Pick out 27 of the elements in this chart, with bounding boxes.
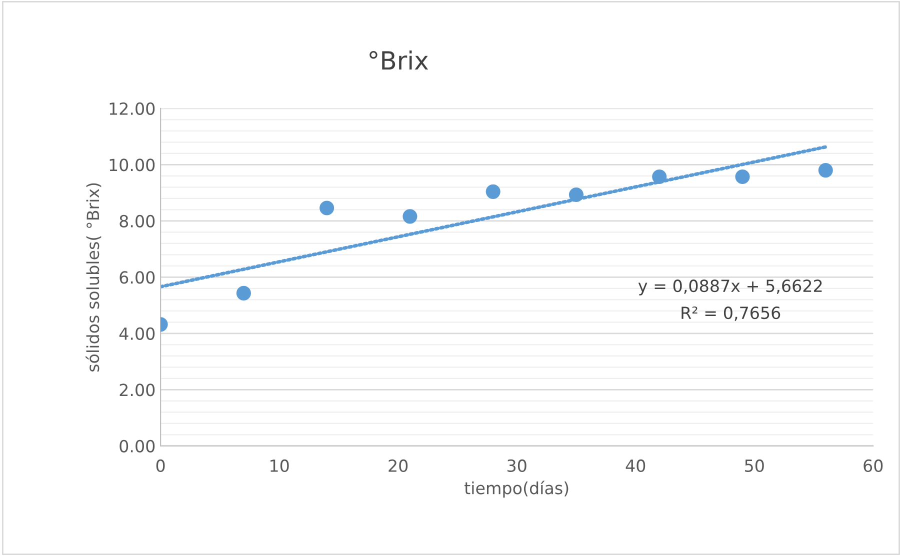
point [735,169,750,184]
point [486,184,500,199]
y-tick-label: 8.00 [120,214,155,228]
x-tick-label: 40 [626,459,646,472]
y-tick-label: 0.00 [120,440,155,452]
point [236,286,251,300]
y-tick-label: 2.00 [120,384,155,396]
x-axis-title: tiempo(días) [464,480,568,498]
y-axis-title: sólidos solubles( °Brix) [86,183,102,372]
x-tick-label: 30 [508,459,526,472]
annotation: y = 0,0887x + 5,6622 [638,280,822,296]
y-tick-label: 12.00 [110,102,155,115]
point [818,163,833,178]
point [402,209,418,224]
x-tick-label: 0 [156,459,165,472]
x-tick-label: 60 [864,459,883,472]
x-tick-label: 20 [388,459,408,472]
point [568,187,584,202]
annotation: R² = 0,7656 [682,306,780,321]
y-tick-label: 4.00 [119,327,155,340]
y-tick-label: 10.00 [110,158,155,172]
point [652,169,667,184]
point [320,200,334,216]
x-tick-label: 50 [745,459,764,472]
x-tick-label: 10 [270,459,289,472]
chart-title: °Brix [370,50,428,70]
y-tick-label: 6.00 [120,271,155,284]
